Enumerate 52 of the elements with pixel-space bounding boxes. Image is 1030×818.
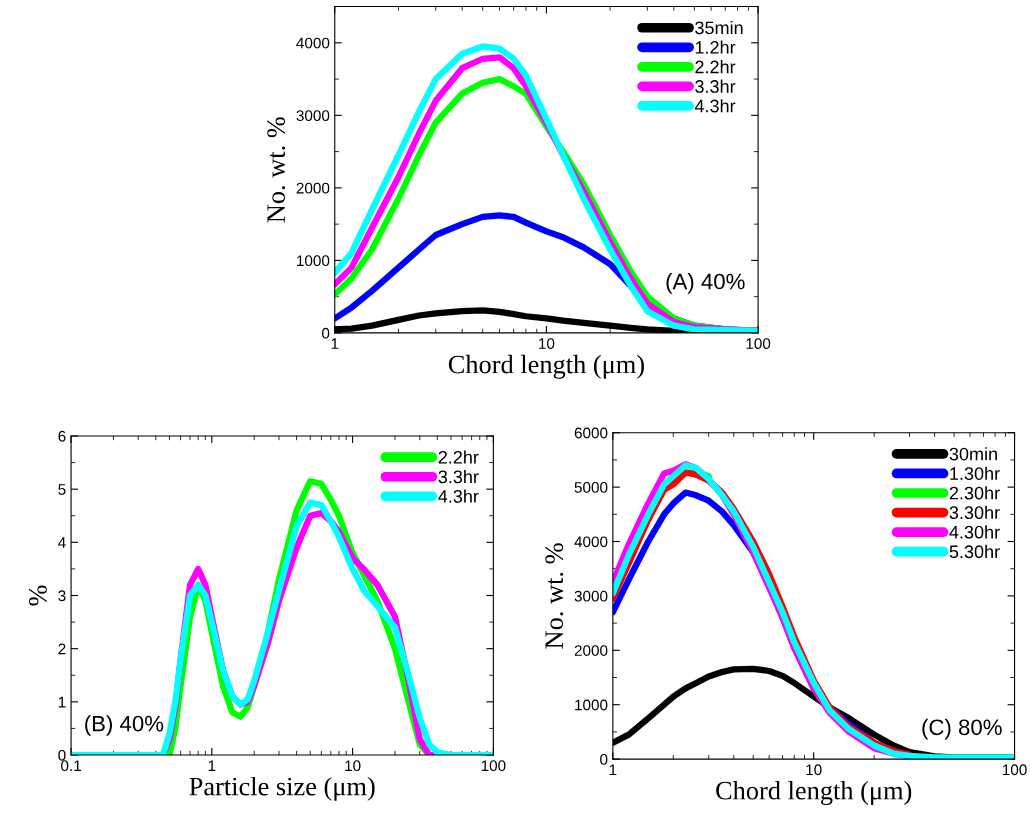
x-tick-label: 100 xyxy=(1002,764,1027,776)
y-tick-label: 6 xyxy=(58,430,66,442)
x-axis-title: Particle size (μm) xyxy=(189,776,375,801)
y-tick-label: 5000 xyxy=(574,481,608,493)
x-tick-label: 100 xyxy=(746,338,771,350)
legend-label: 30min xyxy=(949,447,997,461)
legend-label: 1.2hr xyxy=(695,40,736,54)
annotation: (C) 80% xyxy=(922,718,1002,740)
y-tick-label: 6000 xyxy=(574,427,608,439)
y-tick-label: 2000 xyxy=(296,182,330,194)
y-tick-label: 1 xyxy=(58,696,66,708)
y-tick-label: 0 xyxy=(321,327,330,339)
y-tick-label: 1000 xyxy=(297,255,330,267)
y-tick-label: 0 xyxy=(600,753,608,765)
y-tick-label: 4000 xyxy=(296,37,330,49)
legend-label: 3.3hr xyxy=(695,79,736,93)
legend-label: 3.30hr xyxy=(949,505,1000,520)
legend-label: 2.2hr xyxy=(438,450,479,464)
legend-label: 35min xyxy=(695,20,743,35)
x-tick-label: 10 xyxy=(539,338,555,350)
annotation: (B) 40% xyxy=(85,715,164,736)
y-axis-title: No. wt. % xyxy=(545,543,564,649)
y-axis-title: % xyxy=(28,585,47,606)
legend-label: 4.30hr xyxy=(949,525,1000,539)
x-axis-title: Chord length (μm) xyxy=(716,780,912,805)
y-tick-label: 5 xyxy=(58,484,66,495)
x-tick-label: 1 xyxy=(208,760,216,771)
y-tick-label: 4000 xyxy=(574,536,608,548)
y-axis-title: No. wt. % xyxy=(267,117,286,223)
y-tick-label: 3000 xyxy=(574,590,608,602)
x-tick-label: 10 xyxy=(806,764,822,776)
y-tick-label: 3 xyxy=(58,590,66,602)
y-tick-label: 3000 xyxy=(296,110,330,122)
x-tick-label: 1 xyxy=(609,764,617,776)
legend-label: 2.30hr xyxy=(949,486,1000,500)
legend-label: 4.3hr xyxy=(694,99,736,113)
x-tick-label: 1 xyxy=(331,338,339,349)
legend-label: 5.30hr xyxy=(949,544,1000,559)
x-tick-label: 10 xyxy=(345,760,361,772)
legend-label: 2.2hr xyxy=(695,60,736,74)
y-tick-label: 2000 xyxy=(574,645,608,656)
legend-label: 3.3hr xyxy=(438,469,479,484)
y-tick-label: 1000 xyxy=(575,699,608,711)
legend-label: 1.30hr xyxy=(950,466,1000,480)
x-tick-label: 100 xyxy=(481,760,506,772)
y-tick-label: 0 xyxy=(58,749,66,761)
y-tick-label: 4 xyxy=(58,537,66,548)
legend-label: 4.3hr xyxy=(438,489,479,503)
annotation: (A) 40% xyxy=(666,273,745,294)
y-tick-label: 2 xyxy=(58,643,66,655)
x-tick-label: 0.1 xyxy=(61,760,81,772)
x-axis-title: Chord length (μm) xyxy=(448,354,644,379)
